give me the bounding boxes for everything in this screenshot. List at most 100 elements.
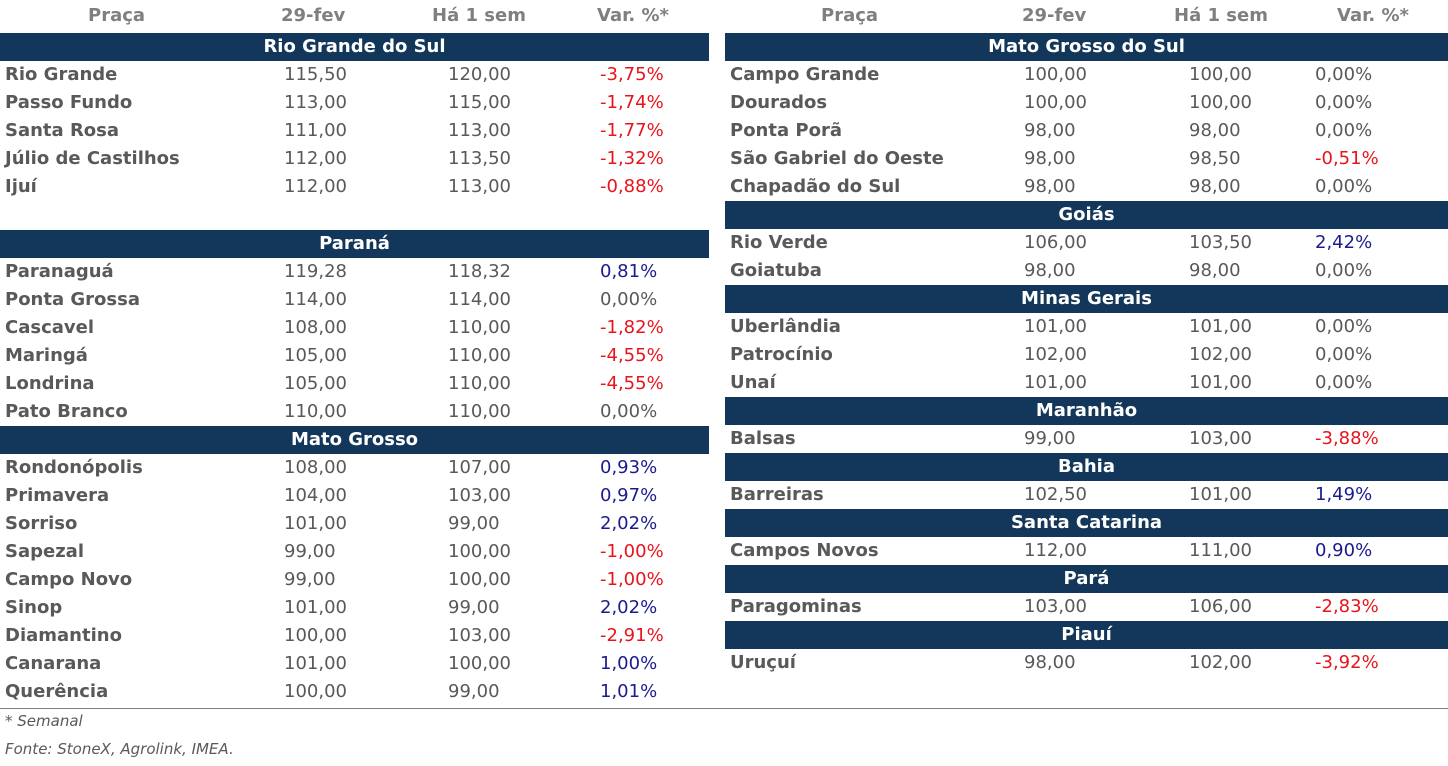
variation: -0,51% <box>1315 148 1379 169</box>
table-row: Patrocínio 102,00 102,00 0,00% <box>725 341 1448 369</box>
table-row: Ponta Porã 98,00 98,00 0,00% <box>725 117 1448 145</box>
section-title-band: Pará <box>725 565 1448 593</box>
place-name: Uruçuí <box>730 652 796 673</box>
variation: 0,00% <box>1315 372 1373 393</box>
header-week-ago: Há 1 sem <box>432 5 526 26</box>
place-name: Querência <box>5 681 109 702</box>
current-price: 110,00 <box>284 401 347 422</box>
footnote: * Semanal <box>5 712 83 730</box>
current-price: 115,50 <box>284 64 347 85</box>
section-bahia: Bahia Barreiras 102,50 101,00 1,49% <box>725 453 1448 509</box>
variation: 0,90% <box>1315 540 1373 561</box>
week-ago-price: 99,00 <box>448 597 500 618</box>
week-ago-price: 101,00 <box>1189 316 1252 337</box>
section-title-band: Santa Catarina <box>725 509 1448 537</box>
header-current: 29-fev <box>281 5 346 26</box>
place-name: Campo Grande <box>730 64 880 85</box>
place-name: Unaí <box>730 372 776 393</box>
variation: -1,82% <box>600 317 664 338</box>
week-ago-price: 113,00 <box>448 120 511 141</box>
header-current: 29-fev <box>1022 5 1087 26</box>
week-ago-price: 99,00 <box>448 681 500 702</box>
header-week-ago: Há 1 sem <box>1174 5 1268 26</box>
week-ago-price: 110,00 <box>448 317 511 338</box>
section-para: Pará Paragominas 103,00 106,00 -2,83% <box>725 565 1448 621</box>
current-price: 102,50 <box>1024 484 1087 505</box>
current-price: 99,00 <box>284 541 336 562</box>
section-piaui: Piauí Uruçuí 98,00 102,00 -3,92% <box>725 621 1448 677</box>
week-ago-price: 114,00 <box>448 289 511 310</box>
place-name: Diamantino <box>5 625 122 646</box>
variation: -1,00% <box>600 541 664 562</box>
current-price: 101,00 <box>284 597 347 618</box>
header-place: Praça <box>821 5 879 26</box>
table-row: Primavera 104,00 103,00 0,97% <box>0 482 709 510</box>
variation: 0,00% <box>600 289 658 310</box>
current-price: 98,00 <box>1024 652 1076 673</box>
current-price: 113,00 <box>284 92 347 113</box>
table-row: Júlio de Castilhos 112,00 113,50 -1,32% <box>0 145 709 173</box>
variation: 0,00% <box>1315 316 1373 337</box>
place-name: Patrocínio <box>730 344 833 365</box>
table-row: Goiatuba 98,00 98,00 0,00% <box>725 257 1448 285</box>
table-row: Paranaguá 119,28 118,32 0,81% <box>0 258 709 286</box>
place-name: Ponta Porã <box>730 120 842 141</box>
section-parana: Paraná Paranaguá 119,28 118,32 0,81% Ponta Gr… <box>0 230 709 426</box>
week-ago-price: 110,00 <box>448 401 511 422</box>
variation: 1,01% <box>600 681 658 702</box>
current-price: 100,00 <box>1024 92 1087 113</box>
week-ago-price: 118,32 <box>448 261 511 282</box>
variation: 0,97% <box>600 485 658 506</box>
header-var: Var. %* <box>597 5 669 26</box>
place-name: Primavera <box>5 485 110 506</box>
variation: 2,42% <box>1315 232 1373 253</box>
section-title-band: Mato Grosso <box>0 426 709 454</box>
header-var: Var. %* <box>1337 5 1409 26</box>
week-ago-price: 106,00 <box>1189 596 1252 617</box>
place-name: Cascavel <box>5 317 94 338</box>
table-row: São Gabriel do Oeste 98,00 98,50 -0,51% <box>725 145 1448 173</box>
week-ago-price: 99,00 <box>448 513 500 534</box>
variation: -3,75% <box>600 64 664 85</box>
section-minas-gerais: Minas Gerais Uberlândia 101,00 101,00 0,00% P… <box>725 285 1448 397</box>
current-price: 119,28 <box>284 261 347 282</box>
place-name: Ijuí <box>5 176 37 197</box>
left-header-row: Praça 29-fev Há 1 sem Var. %* <box>0 0 709 33</box>
place-name: Pato Branco <box>5 401 128 422</box>
current-price: 111,00 <box>284 120 347 141</box>
place-name: Balsas <box>730 428 796 449</box>
week-ago-price: 110,00 <box>448 345 511 366</box>
left-table: Praça 29-fev Há 1 sem Var. %* Rio Grande… <box>0 0 709 706</box>
current-price: 112,00 <box>284 148 347 169</box>
variation: -4,55% <box>600 345 664 366</box>
variation: 0,00% <box>1315 120 1373 141</box>
week-ago-price: 101,00 <box>1189 372 1252 393</box>
week-ago-price: 103,00 <box>1189 428 1252 449</box>
current-price: 108,00 <box>284 317 347 338</box>
current-price: 100,00 <box>1024 64 1087 85</box>
right-table: Praça 29-fev Há 1 sem Var. %* Mato Gross… <box>725 0 1448 677</box>
table-row: Querência 100,00 99,00 1,01% <box>0 678 709 706</box>
current-price: 99,00 <box>1024 428 1076 449</box>
variation: -1,74% <box>600 92 664 113</box>
current-price: 98,00 <box>1024 120 1076 141</box>
place-name: Paragominas <box>730 596 862 617</box>
current-price: 103,00 <box>1024 596 1087 617</box>
place-name: Barreiras <box>730 484 824 505</box>
current-price: 98,00 <box>1024 260 1076 281</box>
table-row: Uruçuí 98,00 102,00 -3,92% <box>725 649 1448 677</box>
place-name: Dourados <box>730 92 828 113</box>
source-note: Fonte: StoneX, Agrolink, IMEA. <box>5 740 234 758</box>
variation: 0,00% <box>1315 344 1373 365</box>
week-ago-price: 102,00 <box>1189 344 1252 365</box>
place-name: Uberlândia <box>730 316 841 337</box>
section-santa-catarina: Santa Catarina Campos Novos 112,00 111,00 0,… <box>725 509 1448 565</box>
table-row: Unaí 101,00 101,00 0,00% <box>725 369 1448 397</box>
place-name: Sapezal <box>5 541 84 562</box>
current-price: 100,00 <box>284 681 347 702</box>
section-mato-grosso-do-sul: Mato Grosso do Sul Campo Grande 100,00 100,… <box>725 33 1448 201</box>
table-row: Diamantino 100,00 103,00 -2,91% <box>0 622 709 650</box>
variation: -3,88% <box>1315 428 1379 449</box>
current-price: 100,00 <box>284 625 347 646</box>
current-price: 98,00 <box>1024 148 1076 169</box>
